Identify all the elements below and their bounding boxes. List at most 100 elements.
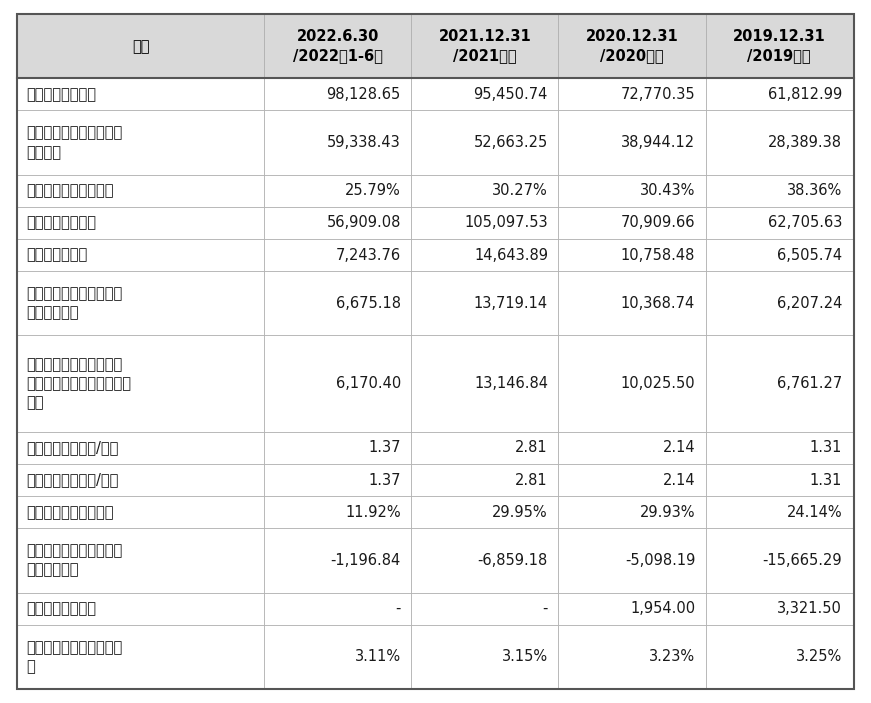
Text: 29.93%: 29.93% bbox=[639, 505, 695, 520]
Bar bbox=[264, 175, 411, 207]
Text: 105,097.53: 105,097.53 bbox=[464, 215, 548, 231]
Bar bbox=[411, 239, 558, 271]
Bar bbox=[17, 271, 264, 335]
Text: 资产总额（万元）: 资产总额（万元） bbox=[26, 87, 96, 102]
Bar bbox=[264, 625, 411, 689]
Text: 2020.12.31
/2020年度: 2020.12.31 /2020年度 bbox=[585, 29, 679, 63]
Bar bbox=[411, 14, 558, 78]
Bar bbox=[411, 110, 558, 175]
Bar bbox=[411, 78, 558, 110]
Bar bbox=[17, 335, 264, 432]
Text: 95,450.74: 95,450.74 bbox=[474, 87, 548, 102]
Text: 归属于母公司所有者权益
（万元）: 归属于母公司所有者权益 （万元） bbox=[26, 126, 123, 160]
Text: 1.31: 1.31 bbox=[810, 472, 842, 488]
Text: 营业收入（万元）: 营业收入（万元） bbox=[26, 215, 96, 231]
Text: 扣除非经常损益后归属于
母公司所有者的净利润（万
元）: 扣除非经常损益后归属于 母公司所有者的净利润（万 元） bbox=[26, 357, 132, 411]
Bar bbox=[706, 464, 853, 496]
Text: 6,675.18: 6,675.18 bbox=[336, 296, 401, 311]
Bar bbox=[17, 625, 264, 689]
Text: 2.14: 2.14 bbox=[663, 472, 695, 488]
Bar bbox=[558, 335, 706, 432]
Bar bbox=[264, 207, 411, 239]
Bar bbox=[706, 335, 853, 432]
Bar bbox=[706, 207, 853, 239]
Bar bbox=[558, 496, 706, 528]
Text: 2022.6.30
/2022年1-6月: 2022.6.30 /2022年1-6月 bbox=[293, 29, 382, 63]
Text: 56,909.08: 56,909.08 bbox=[327, 215, 401, 231]
Bar bbox=[17, 175, 264, 207]
Bar bbox=[558, 239, 706, 271]
Bar bbox=[17, 207, 264, 239]
Bar bbox=[411, 593, 558, 625]
Bar bbox=[411, 175, 558, 207]
Text: 3.23%: 3.23% bbox=[649, 650, 695, 664]
Bar bbox=[411, 271, 558, 335]
Bar bbox=[411, 335, 558, 432]
Text: 6,207.24: 6,207.24 bbox=[777, 296, 842, 311]
Text: 70,909.66: 70,909.66 bbox=[621, 215, 695, 231]
Bar bbox=[411, 528, 558, 593]
Bar bbox=[558, 110, 706, 175]
Text: -: - bbox=[395, 601, 401, 616]
Text: 13,146.84: 13,146.84 bbox=[474, 376, 548, 391]
Text: -15,665.29: -15,665.29 bbox=[763, 553, 842, 568]
Text: 项目: 项目 bbox=[132, 39, 150, 53]
Bar bbox=[17, 528, 264, 593]
Bar bbox=[17, 464, 264, 496]
Bar bbox=[411, 625, 558, 689]
Text: 6,170.40: 6,170.40 bbox=[335, 376, 401, 391]
Bar bbox=[558, 464, 706, 496]
Text: 2021.12.31
/2021年度: 2021.12.31 /2021年度 bbox=[438, 29, 531, 63]
Bar bbox=[264, 271, 411, 335]
Text: 28,389.38: 28,389.38 bbox=[768, 135, 842, 150]
Bar bbox=[264, 464, 411, 496]
Bar bbox=[264, 14, 411, 78]
Text: 经营活动产生的现金流量
净额（万元）: 经营活动产生的现金流量 净额（万元） bbox=[26, 543, 123, 577]
Bar bbox=[17, 110, 264, 175]
Bar bbox=[264, 432, 411, 464]
Text: 2.81: 2.81 bbox=[516, 472, 548, 488]
Text: -6,859.18: -6,859.18 bbox=[477, 553, 548, 568]
Text: 2019.12.31
/2019年度: 2019.12.31 /2019年度 bbox=[733, 29, 826, 63]
Text: 38,944.12: 38,944.12 bbox=[621, 135, 695, 150]
Bar bbox=[558, 528, 706, 593]
Bar bbox=[17, 496, 264, 528]
Text: 加权平均净资产收益率: 加权平均净资产收益率 bbox=[26, 505, 113, 520]
Bar bbox=[411, 432, 558, 464]
Bar bbox=[706, 496, 853, 528]
Bar bbox=[264, 78, 411, 110]
Text: 30.43%: 30.43% bbox=[640, 183, 695, 198]
Bar bbox=[558, 207, 706, 239]
Bar bbox=[706, 175, 853, 207]
Text: 1.37: 1.37 bbox=[368, 440, 401, 456]
Text: 30.27%: 30.27% bbox=[492, 183, 548, 198]
Text: 1.37: 1.37 bbox=[368, 472, 401, 488]
Text: 研发投入占营业收入的比
例: 研发投入占营业收入的比 例 bbox=[26, 640, 123, 674]
Text: 3.25%: 3.25% bbox=[796, 650, 842, 664]
Bar bbox=[706, 432, 853, 464]
Bar bbox=[411, 496, 558, 528]
Bar bbox=[264, 496, 411, 528]
Bar bbox=[17, 239, 264, 271]
Text: -5,098.19: -5,098.19 bbox=[625, 553, 695, 568]
Text: 6,505.74: 6,505.74 bbox=[777, 247, 842, 263]
Text: 25.79%: 25.79% bbox=[345, 183, 401, 198]
Bar bbox=[411, 464, 558, 496]
Text: 10,758.48: 10,758.48 bbox=[621, 247, 695, 263]
Bar bbox=[706, 271, 853, 335]
Text: 59,338.43: 59,338.43 bbox=[327, 135, 401, 150]
Bar bbox=[17, 432, 264, 464]
Text: 1.31: 1.31 bbox=[810, 440, 842, 456]
Text: 52,663.25: 52,663.25 bbox=[474, 135, 548, 150]
Text: 24.14%: 24.14% bbox=[787, 505, 842, 520]
Bar bbox=[558, 625, 706, 689]
Text: 稀释每股收益（元/股）: 稀释每股收益（元/股） bbox=[26, 472, 118, 488]
Text: 11.92%: 11.92% bbox=[345, 505, 401, 520]
Text: 2.81: 2.81 bbox=[516, 440, 548, 456]
Text: 基本每股收益（元/股）: 基本每股收益（元/股） bbox=[26, 440, 118, 456]
Bar bbox=[558, 175, 706, 207]
Text: 资产负债率（母公司）: 资产负债率（母公司） bbox=[26, 183, 113, 198]
Text: -1,196.84: -1,196.84 bbox=[331, 553, 401, 568]
Text: 14,643.89: 14,643.89 bbox=[474, 247, 548, 263]
Text: 6,761.27: 6,761.27 bbox=[777, 376, 842, 391]
